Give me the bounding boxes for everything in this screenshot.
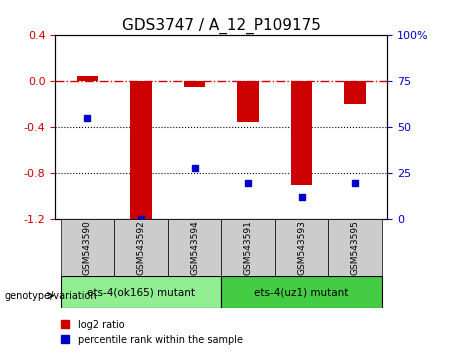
Bar [130, 81, 152, 219]
Bar [77, 76, 98, 81]
Bar [184, 81, 205, 87]
Text: GSM543594: GSM543594 [190, 221, 199, 275]
Title: GDS3747 / A_12_P109175: GDS3747 / A_12_P109175 [122, 18, 321, 34]
Bar [291, 81, 312, 185]
FancyBboxPatch shape [221, 219, 275, 276]
Text: GSM543595: GSM543595 [351, 220, 360, 275]
FancyBboxPatch shape [114, 219, 168, 276]
Text: GSM543593: GSM543593 [297, 220, 306, 275]
FancyBboxPatch shape [61, 276, 221, 308]
FancyBboxPatch shape [275, 219, 328, 276]
FancyBboxPatch shape [221, 276, 382, 308]
FancyBboxPatch shape [61, 219, 114, 276]
Text: genotype/variation: genotype/variation [5, 291, 97, 301]
Legend: log2 ratio, percentile rank within the sample: log2 ratio, percentile rank within the s… [60, 320, 242, 345]
FancyBboxPatch shape [168, 219, 221, 276]
Text: GSM543591: GSM543591 [243, 220, 253, 275]
Text: ets-4(ok165) mutant: ets-4(ok165) mutant [87, 287, 195, 297]
Text: ets-4(uz1) mutant: ets-4(uz1) mutant [254, 287, 349, 297]
Text: GSM543592: GSM543592 [136, 221, 146, 275]
FancyBboxPatch shape [328, 219, 382, 276]
Bar [237, 81, 259, 122]
Bar [344, 81, 366, 104]
Text: GSM543590: GSM543590 [83, 220, 92, 275]
